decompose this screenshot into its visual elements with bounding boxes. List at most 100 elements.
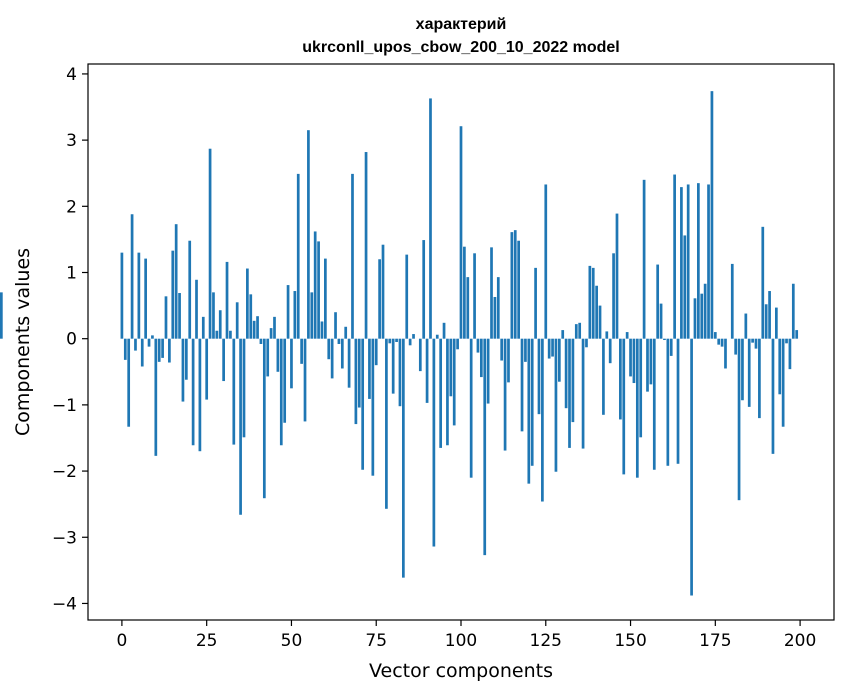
bar (412, 334, 415, 339)
bar (286, 285, 290, 339)
bar (571, 338, 575, 423)
bar (317, 241, 320, 339)
bar (446, 338, 449, 446)
bar (327, 338, 331, 360)
bar (266, 338, 270, 377)
bar (361, 338, 365, 470)
bar (680, 187, 683, 339)
bar (429, 98, 432, 339)
bar (330, 338, 334, 379)
bar (442, 322, 446, 339)
bar (290, 338, 293, 389)
bar (296, 173, 300, 339)
bar (493, 296, 497, 339)
bar (476, 338, 480, 353)
bar (741, 338, 744, 401)
bar (459, 126, 463, 339)
bar (710, 91, 714, 339)
y-tick-label: −4 (52, 594, 77, 614)
bar (344, 326, 348, 339)
bar (212, 292, 215, 339)
x-axis-ticks: 0 25 50 75 100 125 150 175 200 (116, 620, 816, 651)
bar (778, 338, 782, 395)
bar (388, 338, 392, 344)
bar (561, 330, 565, 339)
bar (659, 303, 663, 339)
bar (530, 338, 534, 466)
bar (629, 338, 632, 377)
bar (591, 267, 595, 339)
bar (449, 338, 453, 397)
bar (737, 338, 741, 501)
y-tick-label: 3 (66, 131, 77, 151)
bar (188, 240, 192, 339)
bar (0, 292, 3, 339)
bar (734, 338, 738, 355)
bar (730, 263, 734, 339)
bar (181, 338, 185, 402)
x-tick-label: 175 (699, 631, 731, 651)
bar (510, 232, 514, 339)
bar (544, 184, 548, 339)
bar (161, 338, 164, 358)
bar (313, 231, 317, 339)
bar (391, 338, 395, 394)
bar (652, 338, 656, 470)
bar (676, 338, 680, 464)
bar (201, 316, 205, 339)
bar (215, 330, 219, 339)
bar (615, 213, 619, 339)
y-tick-label: 1 (66, 264, 77, 284)
bar (608, 338, 612, 364)
bar (479, 338, 483, 378)
bar (486, 338, 490, 404)
bar (239, 338, 242, 515)
bar (439, 338, 443, 448)
bar (120, 252, 124, 339)
bar (551, 338, 554, 357)
bar (222, 338, 225, 382)
bar (622, 338, 626, 475)
bar (307, 130, 310, 339)
bar (693, 298, 697, 339)
bar (605, 331, 609, 339)
bar (320, 321, 324, 339)
x-axis-label: Vector components (369, 660, 553, 682)
bar (218, 310, 222, 339)
bar (252, 320, 256, 339)
bar (663, 338, 666, 341)
bar (751, 338, 754, 343)
bar (469, 338, 473, 478)
bar (293, 291, 297, 339)
bar (720, 338, 724, 347)
y-axis-label: Components values (12, 248, 34, 436)
bar (649, 338, 653, 385)
bar (669, 338, 673, 356)
bar (154, 338, 158, 456)
bar (137, 252, 141, 339)
bar (357, 338, 361, 408)
bar (123, 338, 127, 360)
bar (256, 316, 259, 339)
bar (619, 338, 622, 420)
bar (422, 240, 426, 339)
bar (520, 338, 524, 432)
bar (646, 338, 649, 392)
bar (490, 247, 493, 339)
bar (425, 338, 429, 403)
x-tick-label: 125 (530, 631, 562, 651)
bar (625, 332, 629, 339)
bar (534, 267, 537, 339)
y-axis-ticks: −4 −3 −2 −1 0 1 2 3 4 (52, 65, 88, 614)
bar (385, 338, 388, 509)
bar (456, 338, 459, 350)
bar (557, 338, 561, 382)
y-tick-label: −2 (52, 462, 77, 482)
bar (785, 338, 788, 344)
bar (235, 302, 239, 339)
bar (507, 338, 510, 383)
bar-series (0, 91, 799, 596)
bar (697, 183, 700, 339)
bar (300, 338, 303, 364)
bar (513, 230, 517, 339)
